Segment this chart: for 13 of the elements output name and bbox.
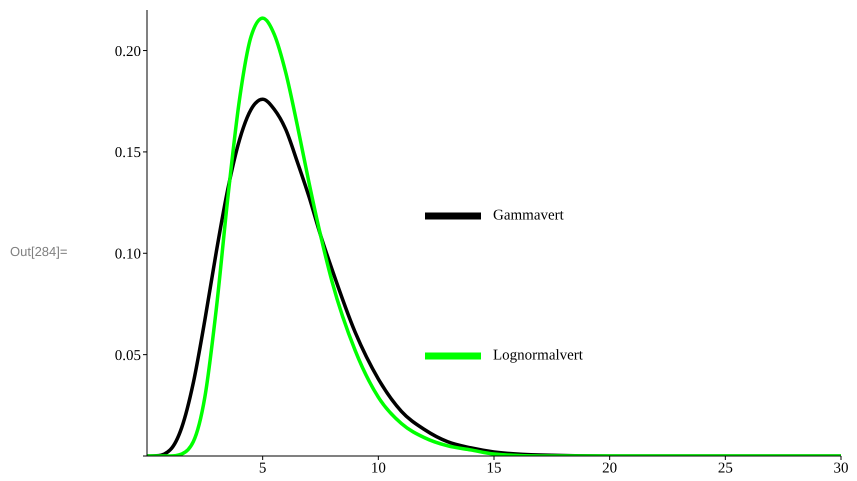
x-tick-label: 15 — [486, 460, 502, 477]
text: Out[284]= — [10, 244, 68, 259]
x-tick-label: 5 — [258, 460, 266, 477]
legend-label: Gammavert — [493, 207, 564, 224]
y-tick-label: 0.15 — [114, 145, 141, 162]
x-tick-label: 30 — [834, 460, 848, 477]
x-tick-label: 10 — [370, 460, 386, 477]
y-tick-label: 0.20 — [114, 44, 141, 60]
y-tick-label: 0.10 — [114, 246, 141, 263]
x-tick-label: 20 — [602, 460, 618, 477]
x-tick-label: 25 — [718, 460, 733, 477]
legend-label: Lognormalvert — [493, 347, 583, 364]
y-tick-label: 0.05 — [114, 348, 141, 364]
